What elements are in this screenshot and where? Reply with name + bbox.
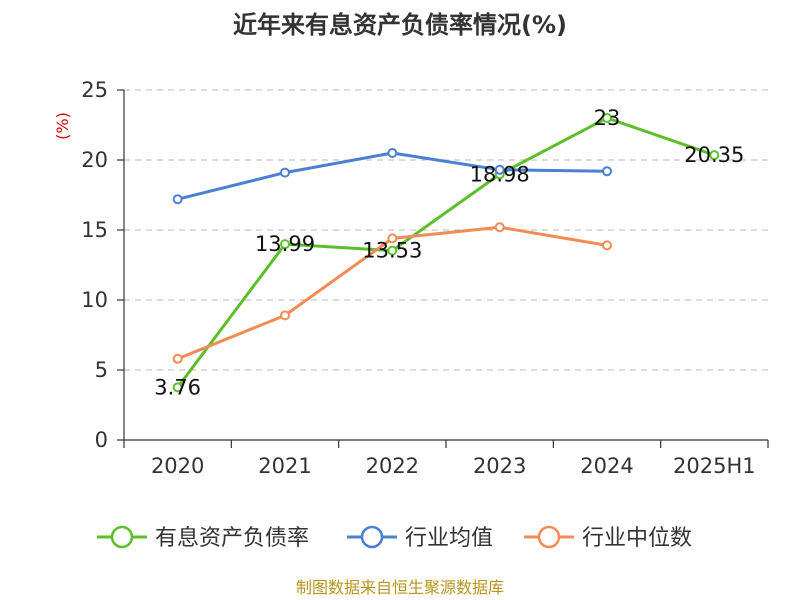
legend-swatch-marker	[360, 525, 384, 549]
data-point	[172, 382, 183, 393]
data-label: 23	[594, 106, 621, 130]
x-tick-label: 2021	[258, 454, 311, 478]
axes: 0 5 10 15 20 25 2020 2021 2022 2023 2024 2025H1	[81, 78, 769, 478]
data-labels: 3.76 13.99 13.53 18.98 23 20.35	[154, 106, 744, 399]
data-point	[280, 239, 290, 250]
data-point	[172, 353, 183, 364]
data-point	[387, 148, 398, 158]
y-tick-label: 25	[81, 78, 108, 102]
data-point	[387, 233, 398, 244]
series-line	[176, 116, 715, 389]
y-tick-label: 15	[81, 218, 108, 242]
data-point	[280, 310, 290, 321]
source-note: 制图数据来自恒生聚源数据库	[296, 578, 504, 597]
y-tick-label: 20	[81, 148, 108, 172]
data-point	[494, 164, 505, 175]
data-label: 18.98	[470, 162, 530, 186]
data-point	[494, 222, 505, 233]
data-label: 20.35	[684, 143, 744, 167]
x-tick-label: 2022	[366, 454, 419, 478]
y-axis-unit: (%)	[53, 112, 72, 140]
y-tick-label: 5	[95, 358, 108, 382]
legend-label: 行业中位数	[582, 526, 692, 551]
y-tick-label: 10	[81, 288, 108, 312]
data-point	[602, 240, 612, 251]
legend: 有息资产负债率 行业均值 行业中位数	[97, 525, 692, 551]
data-label: 13.53	[362, 239, 422, 263]
legend-swatch-marker	[110, 525, 134, 549]
data-label: 3.76	[154, 375, 201, 399]
legend-label: 行业均值	[405, 526, 493, 551]
legend-swatch-marker	[537, 525, 561, 549]
x-tick-label: 2020	[151, 454, 204, 478]
data-point	[280, 167, 290, 178]
series-layer	[172, 113, 720, 393]
data-point	[602, 113, 612, 123]
data-point	[709, 150, 720, 161]
x-tick-label: 2023	[473, 454, 526, 478]
data-point	[172, 194, 183, 205]
chart-title: 近年来有息资产负债率情况(%)	[233, 11, 567, 39]
legend-label: 有息资产负债率	[155, 526, 309, 551]
x-tick-label: 2024	[580, 454, 633, 478]
data-point	[387, 245, 398, 256]
y-tick-label: 0	[95, 428, 108, 452]
data-point	[602, 166, 612, 177]
x-tick-label: 2025H1	[673, 454, 756, 478]
data-label: 13.99	[255, 232, 315, 256]
